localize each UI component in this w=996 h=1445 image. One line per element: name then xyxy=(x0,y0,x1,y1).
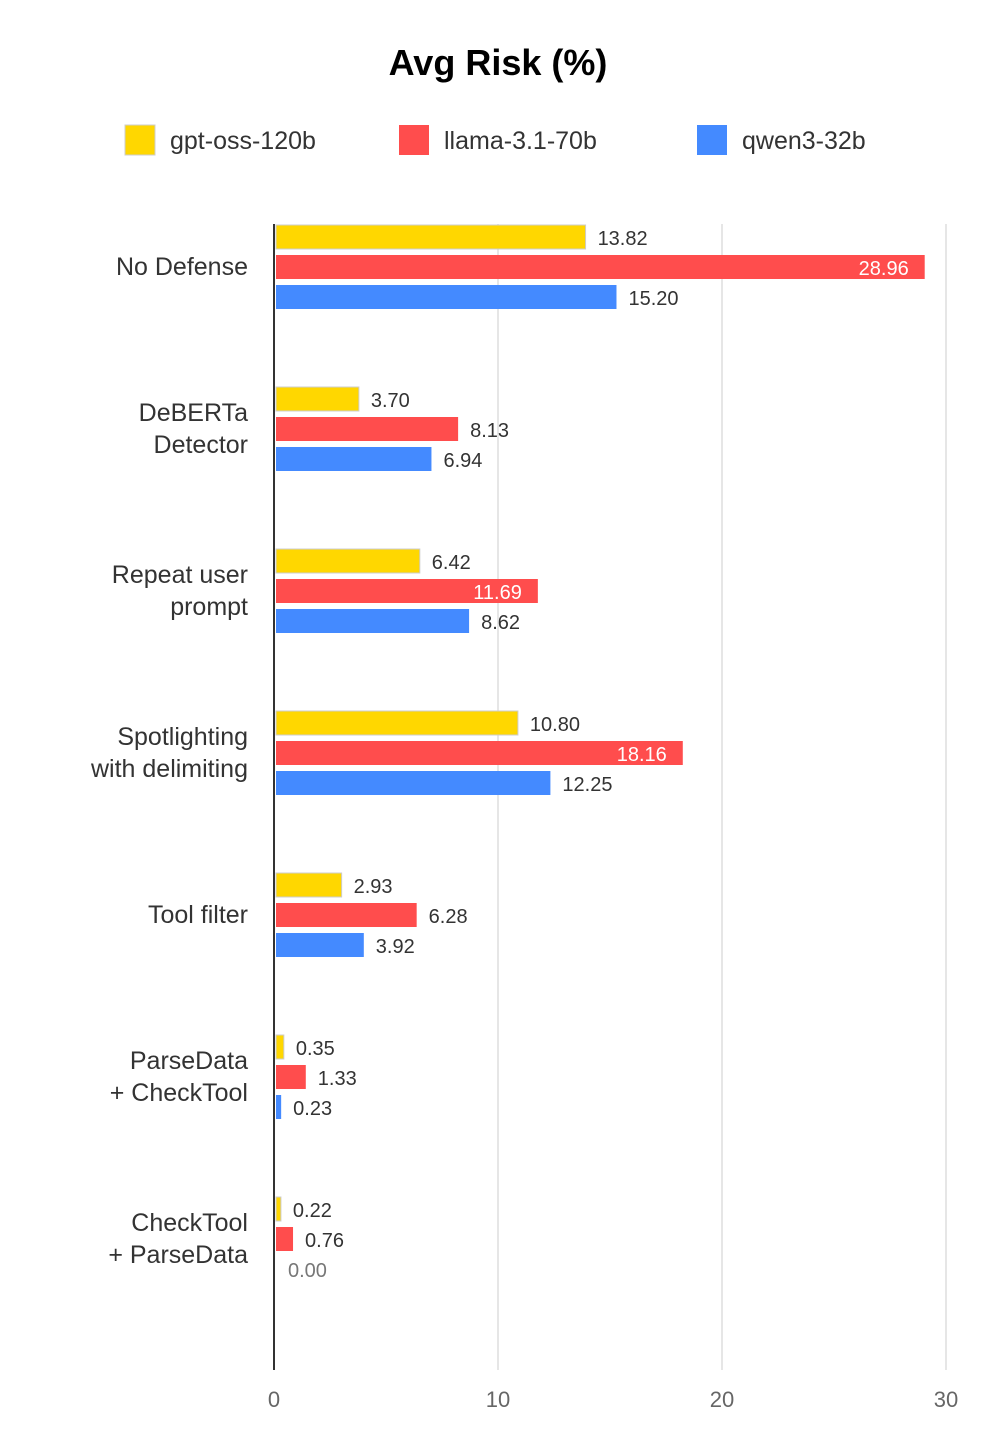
bar xyxy=(276,903,417,927)
data-label: 6.94 xyxy=(443,450,482,472)
data-label: 11.69 xyxy=(473,582,522,604)
x-tick-labels: 0 10 20 30 xyxy=(268,1387,958,1412)
data-label: 15.20 xyxy=(628,288,678,310)
data-label: 18.16 xyxy=(617,744,667,766)
x-tick-label: 10 xyxy=(486,1387,510,1412)
category-label: CheckTool xyxy=(131,1209,248,1237)
bar xyxy=(276,1065,306,1089)
category-label: + ParseData xyxy=(108,1241,248,1269)
data-label: 6.42 xyxy=(432,552,471,574)
bar xyxy=(276,1227,294,1251)
data-label: 28.96 xyxy=(859,258,909,280)
gridlines xyxy=(497,224,947,1370)
bar xyxy=(275,872,343,898)
legend-label: llama-3.1-70b xyxy=(444,127,597,155)
category-label: Tool filter xyxy=(148,901,248,929)
bar xyxy=(276,417,459,441)
category-label: Repeat user xyxy=(112,561,248,589)
bar xyxy=(275,1034,285,1060)
data-label: 12.25 xyxy=(562,774,612,796)
data-label: 13.82 xyxy=(598,228,648,250)
data-label: 0.22 xyxy=(293,1200,332,1222)
data-label: 10.80 xyxy=(530,714,580,736)
data-label: 8.13 xyxy=(470,420,509,442)
bar xyxy=(275,1196,282,1222)
legend-label: qwen3-32b xyxy=(742,127,866,155)
bar xyxy=(275,548,421,574)
data-label: 1.33 xyxy=(318,1068,357,1090)
category-label: + CheckTool xyxy=(110,1079,248,1107)
category-label: prompt xyxy=(170,593,248,621)
data-label: 6.28 xyxy=(429,906,468,928)
category-label: ParseData xyxy=(130,1047,248,1075)
bar xyxy=(276,579,538,603)
data-label: 0.35 xyxy=(296,1038,335,1060)
x-tick-label: 0 xyxy=(268,1387,280,1412)
x-tick-label: 30 xyxy=(934,1387,958,1412)
legend-swatch xyxy=(697,125,727,155)
bar xyxy=(276,933,364,957)
bar xyxy=(276,771,551,795)
bar xyxy=(275,386,360,412)
bar xyxy=(276,285,617,309)
bar xyxy=(275,224,587,250)
category-label: with delimiting xyxy=(90,755,248,783)
legend-swatch xyxy=(124,124,156,156)
data-label: 0.76 xyxy=(305,1230,344,1252)
data-label: 3.70 xyxy=(371,390,410,412)
x-tick-label: 20 xyxy=(710,1387,734,1412)
category-labels: No Defense DeBERTa Detector Repeat user prom… xyxy=(90,253,248,1269)
category-label: DeBERTa xyxy=(139,399,248,427)
bar xyxy=(276,741,683,765)
bar xyxy=(276,609,470,633)
bar xyxy=(276,1095,282,1119)
bar xyxy=(275,710,519,736)
data-label: 0.00 xyxy=(288,1260,327,1282)
data-label: 0.23 xyxy=(293,1098,332,1120)
category-label: Spotlighting xyxy=(117,723,248,751)
bar xyxy=(276,255,925,279)
data-label: 3.92 xyxy=(376,936,415,958)
legend: gpt-oss-120b llama-3.1-70b qwen3-32b xyxy=(124,124,866,156)
chart-title: Avg Risk (%) xyxy=(389,42,608,83)
bar xyxy=(276,447,432,471)
legend-label: gpt-oss-120b xyxy=(170,127,316,155)
category-label: Detector xyxy=(154,431,248,459)
legend-swatch xyxy=(399,125,429,155)
data-label: 2.93 xyxy=(354,876,393,898)
category-label: No Defense xyxy=(116,253,248,281)
data-label: 8.62 xyxy=(481,612,520,634)
